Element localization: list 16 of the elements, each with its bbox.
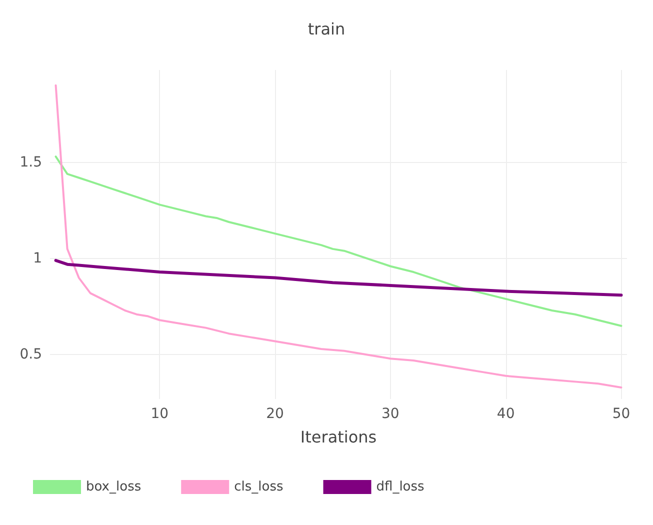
legend-label: box_loss	[86, 480, 142, 494]
x-axis-title: Iterations	[300, 428, 377, 446]
x-tick-label: 40	[496, 406, 515, 422]
line-series	[54, 258, 623, 297]
x-tick-label: 10	[150, 406, 169, 422]
chart-title: train	[308, 20, 346, 38]
legend-label: cls_loss	[234, 480, 284, 494]
x-tick-label: 30	[382, 406, 400, 422]
x-tick-label: 20	[266, 406, 284, 422]
line-series	[54, 84, 622, 388]
line-series	[54, 156, 622, 327]
y-tick-label: 0.5	[20, 346, 42, 363]
y-tick-label: 1	[33, 250, 42, 267]
legend-label: dfl_loss	[376, 480, 425, 494]
x-tick-label: 50	[612, 406, 630, 422]
y-tick-label: 1.5	[20, 154, 42, 170]
